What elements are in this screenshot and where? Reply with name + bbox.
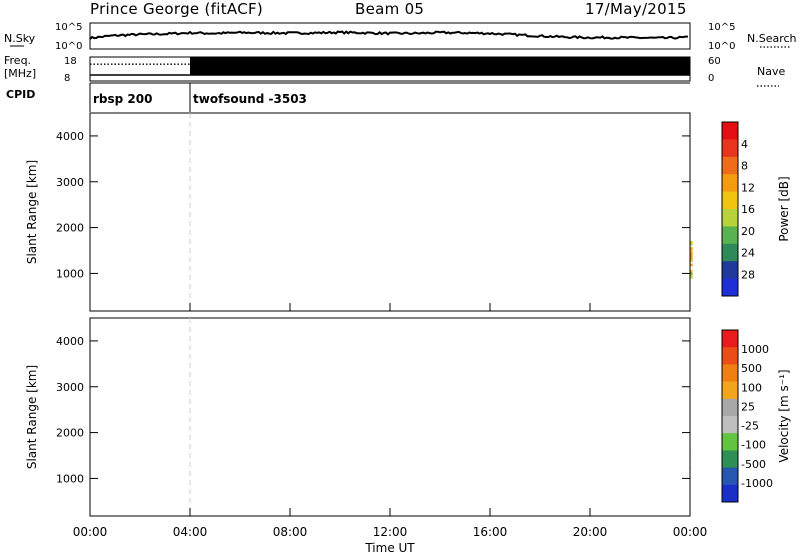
power-panel-cell — [689, 269, 693, 273]
nsky-series-line — [89, 30, 689, 40]
date-label: 17/May/2015 — [585, 0, 687, 18]
power-panel-cell — [689, 251, 693, 254]
power-panel-cell — [689, 273, 693, 277]
power-panel-cell — [689, 249, 693, 252]
nave-dense-block — [190, 57, 690, 75]
power-panel-cell — [689, 253, 693, 256]
power-panel-cell — [689, 255, 693, 258]
power-panel-cell — [689, 259, 693, 263]
power-panel-cell — [689, 275, 693, 279]
beam-label: Beam 05 — [355, 0, 425, 18]
power-panel-cell — [689, 240, 693, 244]
power-panel-cell — [689, 247, 693, 250]
power-panel-cell — [689, 263, 693, 267]
power-panel-cell — [689, 271, 693, 275]
station-title: Prince George (fitACF) — [90, 0, 264, 18]
power-panel-cell — [689, 242, 693, 246]
power-panel-cell — [689, 257, 693, 261]
